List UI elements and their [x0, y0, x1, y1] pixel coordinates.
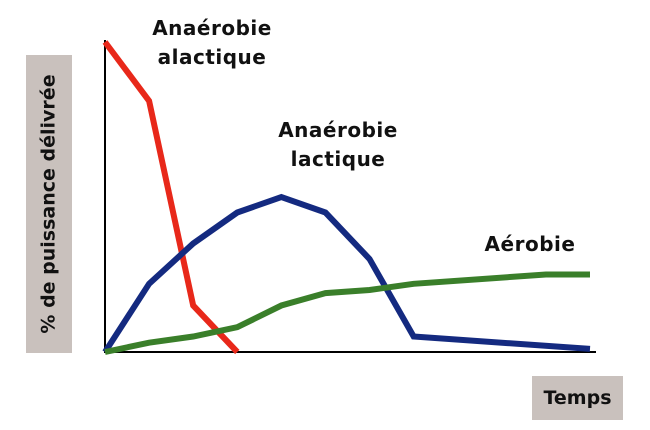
series-label: Anaérobie alactique [152, 16, 272, 69]
y-axis-box: % de puissance délivrée [26, 55, 72, 353]
series-line [102, 193, 591, 354]
series-line [102, 40, 240, 355]
series-line [104, 271, 590, 355]
x-axis-label: Temps [532, 376, 623, 420]
y-axis-label: % de puissance délivrée [38, 74, 61, 334]
series-label: Anaérobie lactique [278, 118, 398, 171]
series-label: Aérobie [484, 232, 576, 256]
